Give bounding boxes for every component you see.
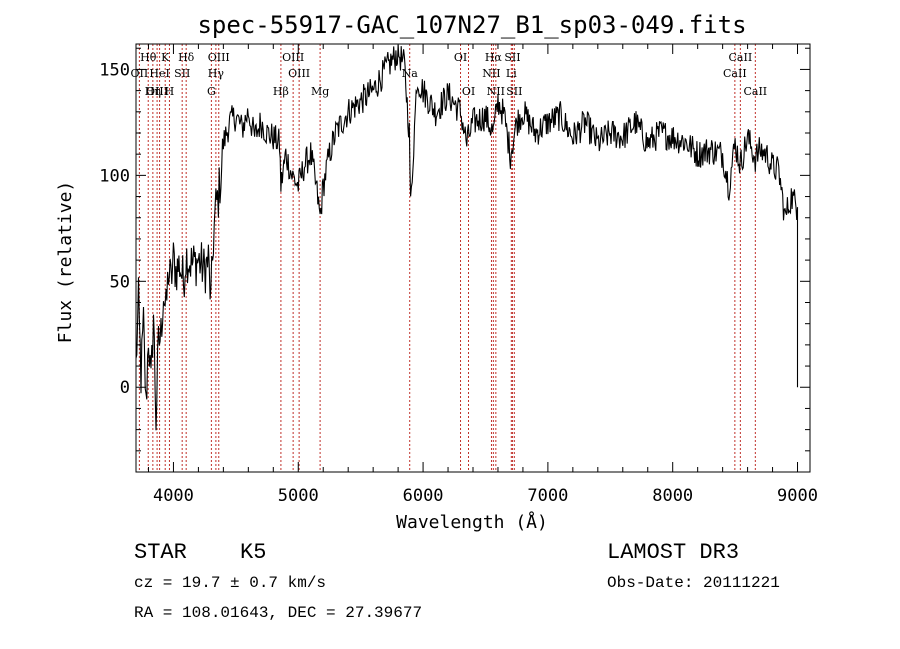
y-tick-label: 50 <box>110 272 130 292</box>
line-label: CaII <box>743 85 767 98</box>
redshift-cz: cz = 19.7 ± 0.7 km/s <box>134 574 327 592</box>
line-label: SII <box>504 51 520 64</box>
line-label: CaII <box>729 51 753 64</box>
object-subclass: K5 <box>240 540 267 565</box>
x-tick-label: 9000 <box>777 486 818 506</box>
y-tick-label: 100 <box>99 166 130 186</box>
line-label: OI <box>462 85 475 98</box>
line-label: G <box>207 85 216 98</box>
line-label: NII <box>482 67 500 80</box>
survey-name: LAMOST DR3 <box>607 540 740 565</box>
observation-date: Obs-Date: 20111221 <box>607 574 780 592</box>
line-label: CaII <box>723 67 747 80</box>
line-label: OII <box>131 67 149 80</box>
line-label: HeI <box>149 67 169 80</box>
line-label: OIII <box>146 85 168 98</box>
x-axis-label: Wavelength (Å) <box>396 511 548 533</box>
x-tick-label: 4000 <box>153 486 194 506</box>
y-tick-label: 150 <box>99 60 130 80</box>
x-tick-label: 8000 <box>652 486 693 506</box>
line-label: NII <box>487 85 505 98</box>
y-axis-label: Flux (relative) <box>55 181 76 344</box>
x-axis-ticks: 4000 5000 6000 7000 8000 9000 <box>147 44 818 506</box>
ra-dec: RA = 108.01643, DEC = 27.39677 <box>134 604 423 622</box>
object-class: STAR <box>134 540 187 565</box>
line-label: H <box>165 85 175 98</box>
plot-frame <box>135 43 811 473</box>
line-label: SII <box>506 85 522 98</box>
line-label: OIII <box>288 67 310 80</box>
line-label: OIII <box>208 51 230 64</box>
y-tick-label: 0 <box>120 378 130 398</box>
x-tick-label: 5000 <box>278 486 319 506</box>
line-label: OIII <box>282 51 304 64</box>
x-tick-label: 7000 <box>527 486 568 506</box>
line-label: Hγ <box>208 67 225 80</box>
line-label: SII <box>174 67 190 80</box>
line-label: Hδ <box>178 51 195 64</box>
x-tick-label: 6000 <box>403 486 444 506</box>
line-label: Hθ <box>140 51 157 64</box>
line-label: K <box>161 51 170 64</box>
line-label: Hβ <box>273 85 289 98</box>
line-label: Hη <box>145 85 161 98</box>
line-label: OI <box>454 51 467 64</box>
y-axis-ticks: 0 50 100 150 <box>99 47 810 473</box>
chart-title: spec-55917-GAC_107N27_B1_sp03-049.fits <box>197 11 746 39</box>
spectrum-line <box>135 44 799 431</box>
spectral-line-markers <box>138 44 756 472</box>
line-label: Mg <box>311 85 329 98</box>
line-label: Na <box>402 67 419 80</box>
line-label: Li <box>506 67 517 80</box>
line-label: Hα <box>485 51 503 64</box>
